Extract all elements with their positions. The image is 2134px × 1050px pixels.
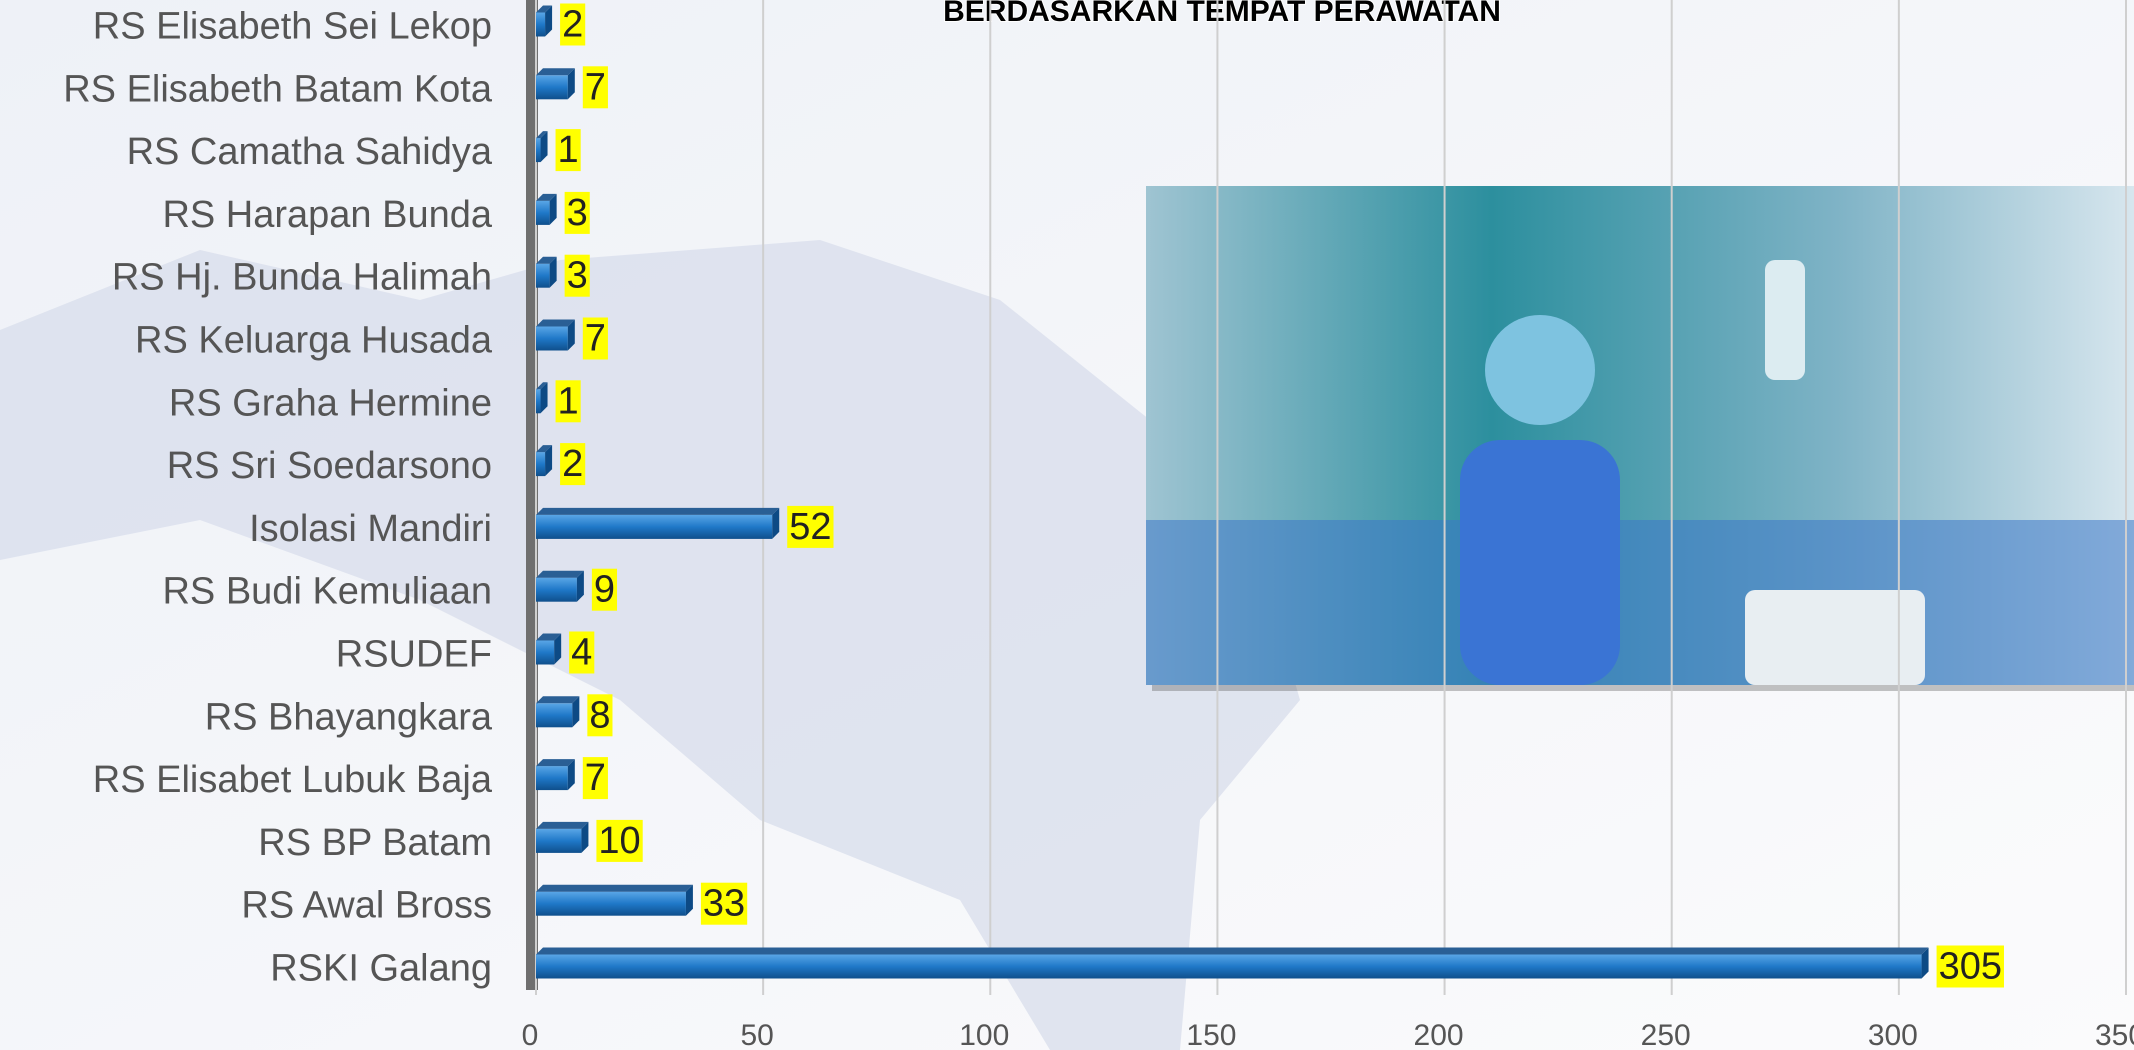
y-tick-label: RS Elisabeth Sei Lekop [93, 6, 492, 48]
y-tick-label: Isolasi Mandiri [249, 508, 492, 550]
value-label: 7 [585, 66, 606, 108]
bar [536, 201, 550, 225]
value-label: 7 [585, 318, 606, 360]
bar-top [536, 508, 779, 515]
x-tick-label: 0 [522, 1019, 539, 1050]
bar [536, 578, 577, 602]
y-tick-label: RS Harapan Bunda [162, 194, 492, 236]
y-tick-label: RS Hj. Bunda Halimah [112, 257, 492, 299]
bar-top [536, 948, 1929, 955]
y-tick-label: RS Graha Hermine [169, 382, 492, 424]
y-tick-label: RS Camatha Sahidya [127, 131, 493, 173]
bar-top [536, 696, 579, 703]
x-tick-label: 150 [1186, 1019, 1236, 1050]
value-label: 8 [589, 694, 610, 736]
value-label: 1 [558, 380, 579, 422]
bar [536, 389, 541, 413]
y-tick-label: RS BP Batam [258, 822, 492, 864]
bar [536, 327, 568, 351]
value-label: 52 [789, 506, 831, 548]
bar [536, 892, 686, 916]
bar [536, 515, 772, 539]
x-tick-label: 350 [2095, 1019, 2134, 1050]
bar [536, 138, 541, 162]
bar [536, 766, 568, 790]
bar [536, 452, 545, 476]
y-tick-label: RSKI Galang [270, 948, 492, 990]
value-label: 10 [598, 820, 640, 862]
x-tick-label: 100 [959, 1019, 1009, 1050]
x-tick-label: 200 [1414, 1019, 1464, 1050]
x-tick-label: 50 [740, 1019, 773, 1050]
bar [536, 641, 554, 665]
value-label: 1 [558, 129, 579, 171]
chart: BERDASARKAN TEMPAT PERAWATAN 0 50 100 150 20… [0, 0, 2134, 1050]
y-tick-label: RS Budi Kemuliaan [162, 571, 492, 613]
bar-top [536, 571, 584, 578]
value-label: 305 [1939, 946, 2002, 988]
value-label: 3 [567, 255, 588, 297]
y-tick-label: RS Elisabet Lubuk Baja [93, 759, 493, 801]
y-tick-label: RS Elisabeth Batam Kota [63, 68, 493, 110]
x-tick-label: 250 [1641, 1019, 1691, 1050]
value-label: 2 [562, 443, 583, 485]
photo [1146, 186, 2134, 691]
bar [536, 955, 1922, 979]
y-tick-label: RS Awal Bross [241, 885, 492, 927]
x-tick-label: 300 [1868, 1019, 1918, 1050]
y-tick-label: RS Bhayangkara [205, 696, 493, 738]
value-label: 4 [571, 632, 592, 674]
value-label: 2 [562, 4, 583, 46]
value-label: 33 [703, 883, 745, 925]
chart-title: BERDASARKAN TEMPAT PERAWATAN [943, 0, 1501, 28]
value-label: 9 [594, 569, 615, 611]
bar-top [536, 885, 693, 892]
y-tick-label: RS Keluarga Husada [135, 320, 493, 362]
bar [536, 703, 572, 727]
bar [536, 264, 550, 288]
value-label: 3 [567, 192, 588, 234]
y-tick-label: RSUDEF [336, 634, 492, 676]
bar [536, 75, 568, 99]
bar [536, 13, 545, 37]
y-tick-label: RS Sri Soedarsono [167, 445, 492, 487]
value-label: 7 [585, 757, 606, 799]
bar [536, 829, 581, 853]
bar-top [536, 822, 588, 829]
